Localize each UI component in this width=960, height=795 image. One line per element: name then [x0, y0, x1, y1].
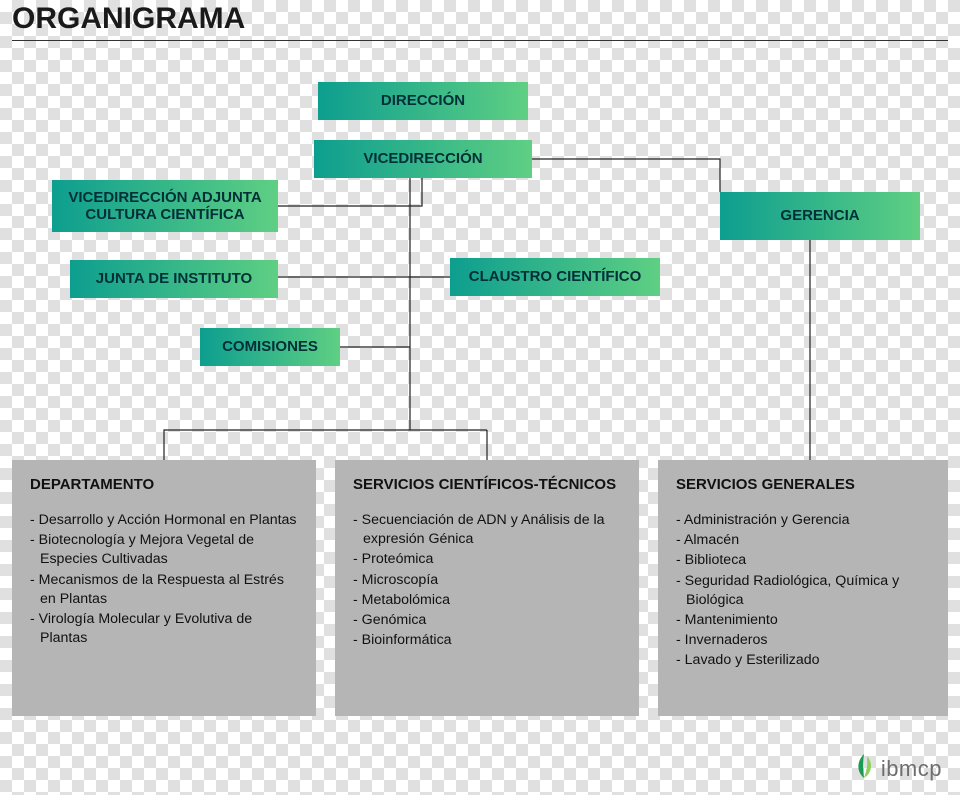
node-junta: JUNTA DE INSTITUTO	[70, 260, 278, 298]
panel-item: - Metabolómica	[353, 591, 621, 610]
panel-item: - Almacén	[676, 531, 930, 550]
panel-item: - Proteómica	[353, 550, 621, 569]
panel-servicios-ct: SERVICIOS CIENTÍFICOS-TÉCNICOS - Secuenc…	[335, 460, 639, 716]
node-vicedireccion: VICEDIRECCIÓN	[314, 140, 532, 178]
panel-item: - Seguridad Radiológica, Química y Bioló…	[676, 572, 930, 610]
page-title: ORGANIGRAMA	[12, 2, 245, 36]
panel-item: - Mantenimiento	[676, 611, 930, 630]
panel-departamento: DEPARTAMENTO - Desarrollo y Acción Hormo…	[12, 460, 316, 716]
logo: ibmcp	[851, 752, 942, 785]
panel-item: - Bioinformática	[353, 631, 621, 650]
panel-item: - Microscopía	[353, 571, 621, 590]
panel-servicios-gen: SERVICIOS GENERALES - Administración y G…	[658, 460, 948, 716]
panel-item: - Administración y Gerencia	[676, 511, 930, 530]
node-direccion: DIRECCIÓN	[318, 82, 528, 120]
panel-item: - Genómica	[353, 611, 621, 630]
title-underline	[12, 40, 948, 41]
node-comisiones: COMISIONES	[200, 328, 340, 366]
node-vicedir-adjunta: VICEDIRECCIÓN ADJUNTA CULTURA CIENTÍFICA	[52, 180, 278, 232]
leaf-icon	[851, 752, 877, 785]
panel-item: - Virología Molecular y Evolutiva de Pla…	[30, 610, 298, 648]
panel-servicios-gen-items: - Administración y Gerencia- Almacén- Bi…	[676, 511, 930, 670]
panel-item: - Biotecnología y Mejora Vegetal de Espe…	[30, 531, 298, 569]
panel-departamento-items: - Desarrollo y Acción Hormonal en Planta…	[30, 511, 298, 648]
panel-item: - Secuenciación de ADN y Análisis de la …	[353, 511, 621, 549]
panel-item: - Desarrollo y Acción Hormonal en Planta…	[30, 511, 298, 530]
panel-servicios-gen-title: SERVICIOS GENERALES	[676, 476, 930, 493]
node-claustro: CLAUSTRO CIENTÍFICO	[450, 258, 660, 296]
panel-servicios-ct-items: - Secuenciación de ADN y Análisis de la …	[353, 511, 621, 650]
panel-item: - Biblioteca	[676, 551, 930, 570]
logo-text: ibmcp	[881, 756, 942, 782]
panel-item: - Lavado y Esterilizado	[676, 651, 930, 670]
panel-departamento-title: DEPARTAMENTO	[30, 476, 298, 493]
node-gerencia: GERENCIA	[720, 192, 920, 240]
panel-item: - Invernaderos	[676, 631, 930, 650]
panel-servicios-ct-title: SERVICIOS CIENTÍFICOS-TÉCNICOS	[353, 476, 621, 493]
panel-item: - Mecanismos de la Respuesta al Estrés e…	[30, 571, 298, 609]
